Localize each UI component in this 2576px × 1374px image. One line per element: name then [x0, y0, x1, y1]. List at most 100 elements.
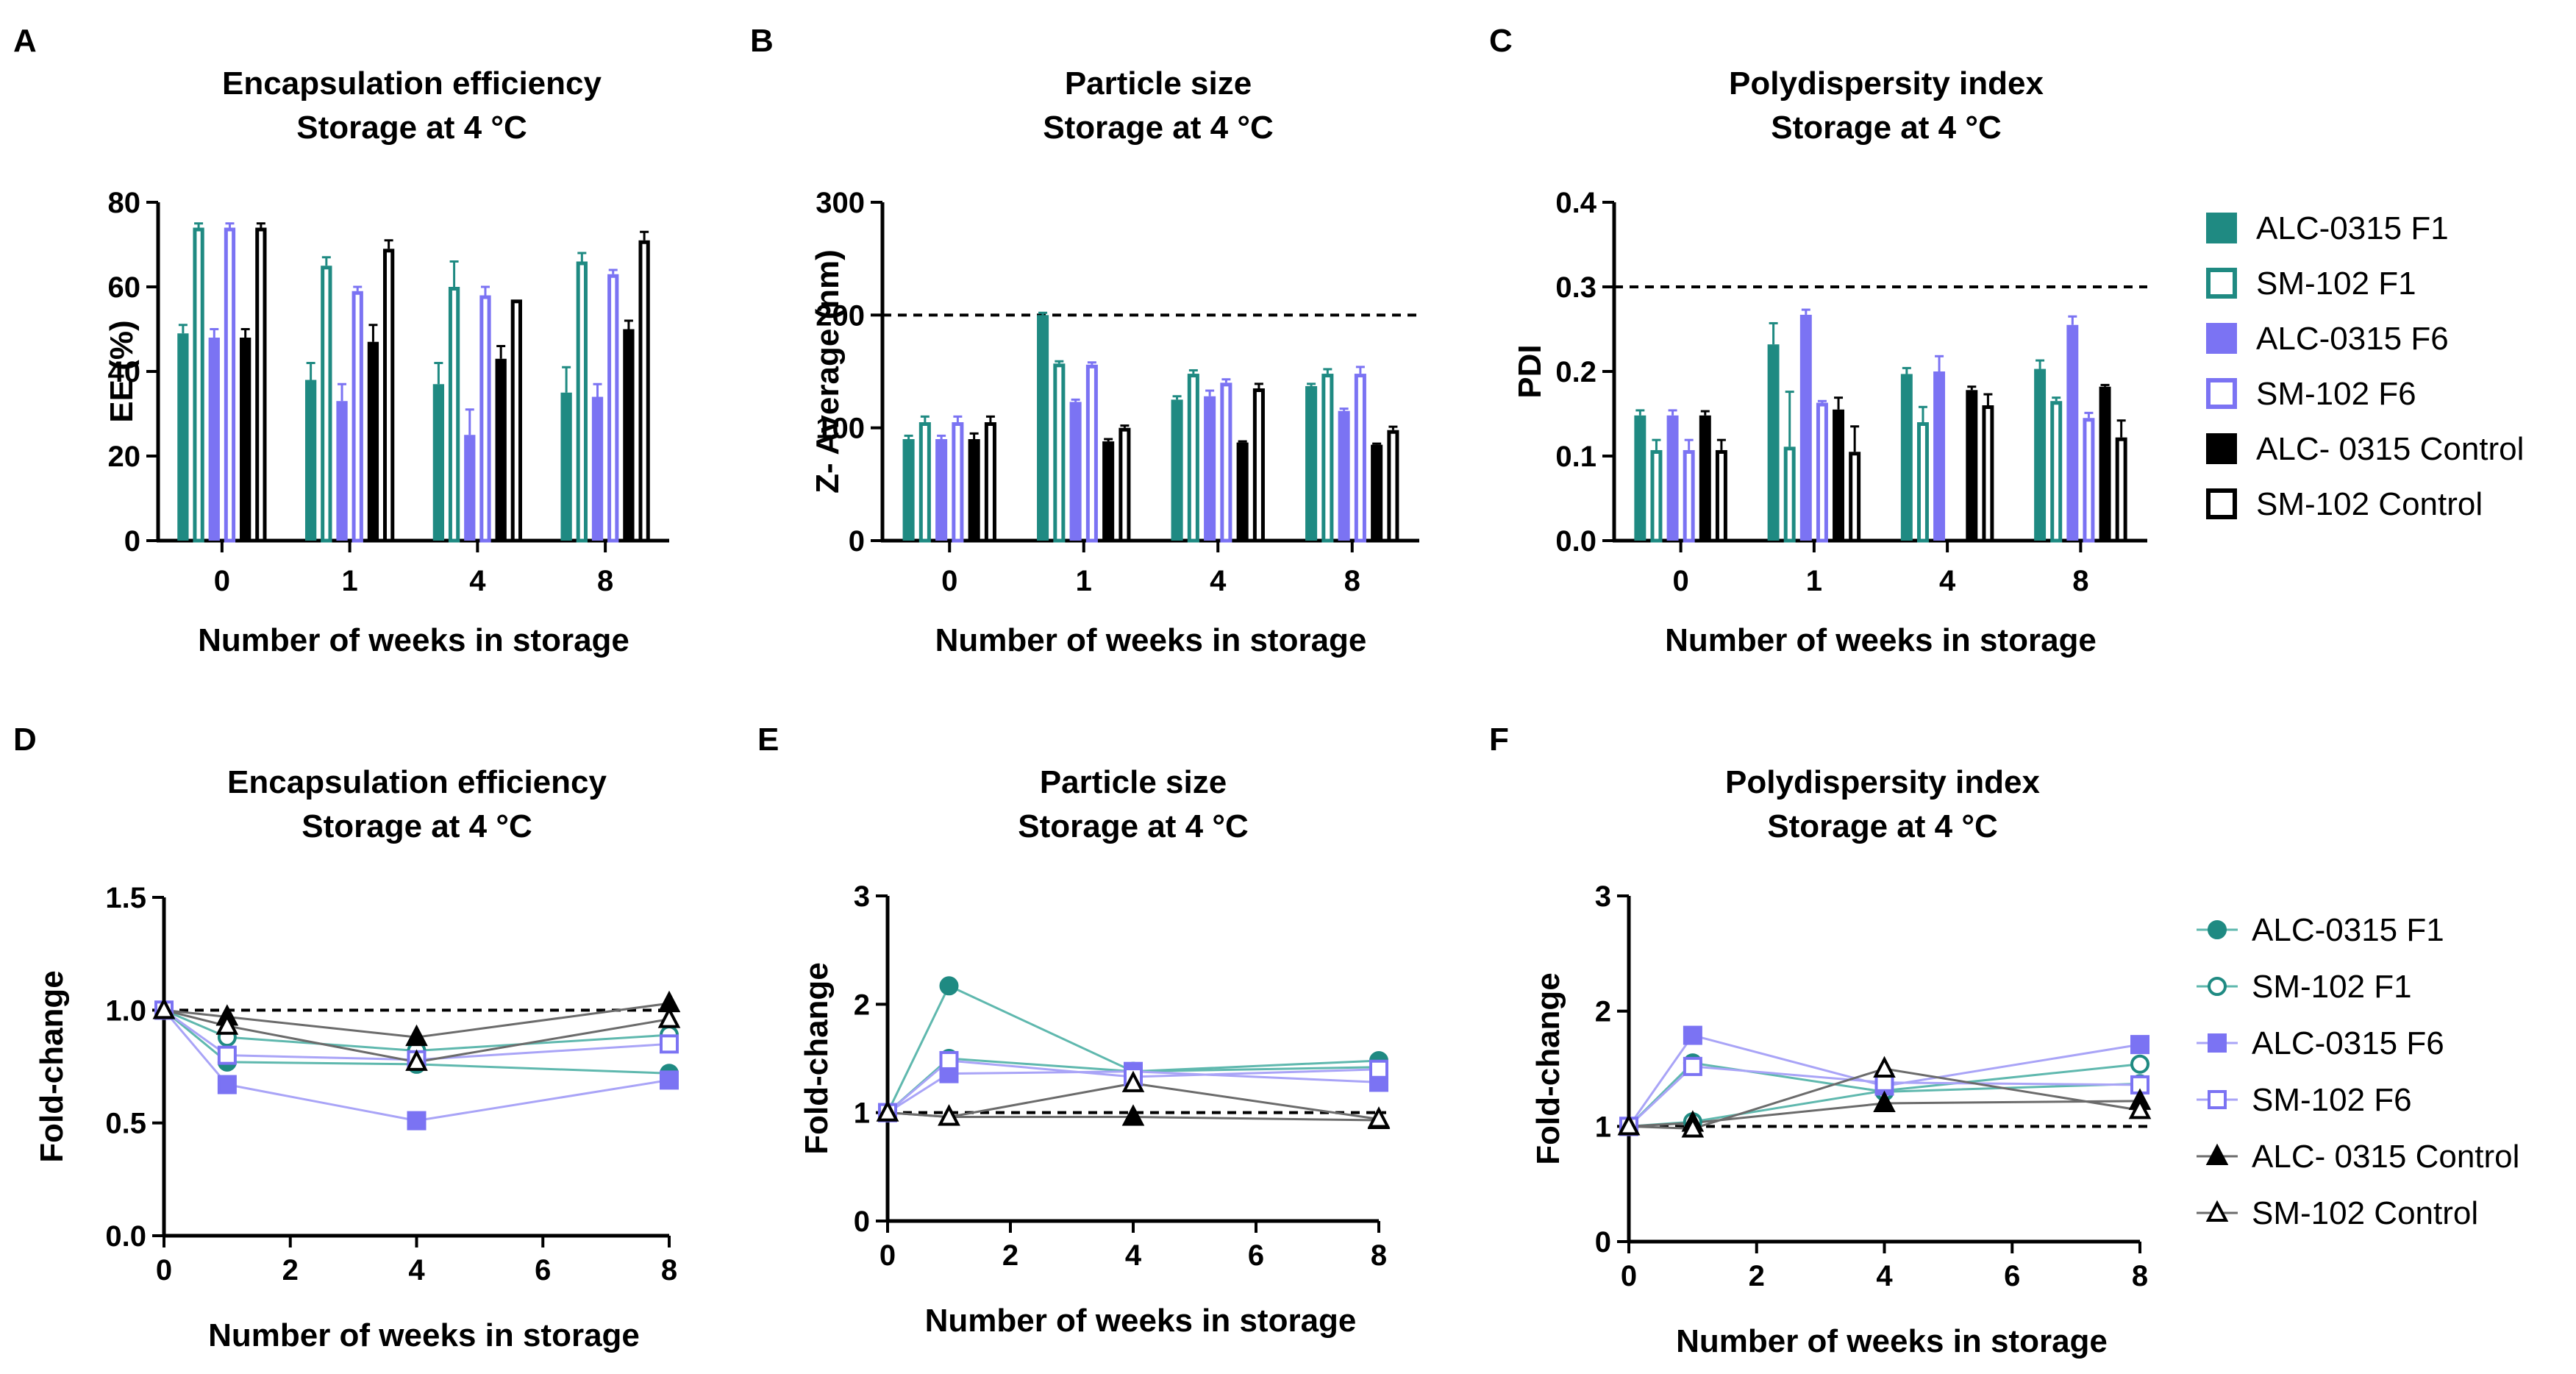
chart-title-b: Particle size	[1065, 65, 1252, 102]
x-tick-label-c: 1	[1806, 565, 1822, 597]
bar-a	[591, 396, 604, 541]
bar-a	[352, 291, 363, 543]
chart-title-c: Polydispersity index	[1729, 65, 2044, 102]
data-point-d	[405, 1049, 428, 1071]
x-tick-label-a: 1	[342, 565, 358, 597]
bar-a	[255, 227, 267, 543]
series-line-d	[163, 1009, 670, 1075]
bar-a	[479, 295, 491, 543]
legend-label: ALC- 0315 Control	[2256, 431, 2524, 467]
bar-a	[607, 274, 619, 543]
legend-label: ALC- 0315 Control	[2252, 1139, 2519, 1175]
data-point-d	[660, 1070, 679, 1090]
x-axis-label-c: Number of weeks in storage	[1665, 622, 2097, 658]
bar-c	[1916, 422, 1929, 543]
bar-c	[2066, 324, 2079, 541]
data-point-d	[217, 1045, 237, 1065]
bar-b	[952, 422, 964, 543]
y-tick-label-a: 60	[108, 271, 141, 304]
panel-c: Polydispersity index Storage at 4 °C 0.0 0.…	[1512, 65, 2147, 658]
legend-label: SM-102 F6	[2256, 376, 2416, 412]
bar-a	[367, 341, 379, 541]
legend-label: SM-102 F1	[2256, 266, 2416, 302]
legend-label: SM-102 Control	[2256, 486, 2483, 522]
legend-swatch	[2206, 488, 2237, 519]
y-tick-label-a: 20	[108, 441, 141, 473]
series-line-e	[887, 1082, 1380, 1120]
data-point-f	[2130, 1035, 2149, 1055]
bar-b	[968, 439, 980, 541]
bar-b	[1204, 396, 1216, 541]
series-line-d	[163, 1009, 670, 1061]
bar-c	[1699, 415, 1711, 541]
y-axis-label-b: Z- Average (nm)	[810, 249, 846, 494]
panel-d: Encapsulation efficiency Storage at 4 °C 0…	[34, 764, 681, 1353]
x-tick-label-f: 2	[1749, 1260, 1765, 1292]
bar-c	[1715, 449, 1727, 543]
y-tick-label-f: 2	[1595, 996, 1611, 1028]
data-point-d	[217, 1075, 237, 1094]
x-tick-label-d: 8	[661, 1254, 677, 1286]
y-tick-label-d: 0.0	[105, 1220, 146, 1253]
bar-b	[902, 439, 915, 541]
chart-panels: Encapsulation efficiency Storage at 4 °C 0…	[34, 65, 2152, 1359]
bar-a	[224, 227, 236, 543]
series-line-d	[163, 1002, 670, 1039]
data-point-d	[215, 1013, 239, 1035]
series-line-f	[1628, 1100, 2141, 1128]
bar-b	[1371, 444, 1383, 541]
bar-c	[1683, 449, 1695, 543]
panel-label-d: D	[13, 722, 37, 758]
series-line-e	[887, 1070, 1380, 1114]
x-tick-label-e: 2	[1002, 1239, 1018, 1272]
chart-title-e: Particle size	[1040, 764, 1227, 800]
data-point-d	[405, 1024, 428, 1047]
series-line-e	[887, 1059, 1380, 1114]
chart-subtitle-d: Storage at 4 °C	[302, 808, 532, 844]
y-tick-label-e: 0	[854, 1206, 870, 1238]
panel-label-a: A	[13, 23, 37, 59]
y-axis-label-d: Fold-change	[34, 970, 70, 1163]
bar-c	[2083, 418, 2095, 543]
series-line-d	[163, 1009, 670, 1122]
series-line-f	[1627, 1061, 2141, 1128]
chart-title-f: Polydispersity index	[1725, 764, 2040, 800]
bar-b	[1053, 363, 1066, 543]
series-line-e	[886, 984, 1380, 1114]
bar-a	[464, 435, 476, 541]
bar-a	[560, 392, 572, 541]
panel-a: Encapsulation efficiency Storage at 4 °C 0…	[104, 65, 669, 658]
y-tick-label-c: 0.3	[1555, 271, 1596, 304]
chart-subtitle-c: Storage at 4 °C	[1771, 110, 2001, 146]
x-tick-label-b: 4	[1210, 565, 1227, 597]
bar-c	[2099, 386, 2111, 541]
bar-a	[304, 380, 317, 541]
chart-title-d: Encapsulation efficiency	[227, 764, 607, 800]
y-tick-label-c: 0.2	[1555, 356, 1596, 388]
x-tick-label-a: 0	[214, 565, 230, 597]
data-point-f	[1683, 1056, 1702, 1076]
x-axis-label-d: Number of weeks in storage	[208, 1317, 640, 1353]
x-tick-label-d: 2	[282, 1254, 299, 1286]
bar-b	[918, 422, 931, 543]
bar-a	[382, 249, 395, 543]
panel-label-b: B	[750, 23, 774, 59]
legend-marker	[2208, 1090, 2227, 1109]
x-axis-label-b: Number of weeks in storage	[935, 622, 1367, 658]
bar-a	[177, 333, 189, 541]
y-tick-label-e: 3	[854, 880, 870, 913]
data-point-d	[407, 1111, 427, 1131]
data-point-e	[1121, 1070, 1145, 1092]
legend-bar-charts: ALC-0315 F1 SM-102 F1 ALC-0315 F6 SM-102 F6…	[2206, 210, 2524, 522]
bar-a	[240, 338, 251, 541]
bar-b	[1102, 441, 1115, 541]
legend-marker	[2208, 977, 2227, 996]
bar-b	[1387, 430, 1399, 543]
x-axis-label-e: Number of weeks in storage	[925, 1303, 1357, 1339]
bar-c	[1849, 452, 1861, 543]
y-tick-label-c: 0.0	[1555, 525, 1596, 558]
y-tick-label-f: 1	[1595, 1111, 1611, 1143]
x-tick-label-e: 6	[1248, 1239, 1264, 1272]
x-axis-label-a: Number of weeks in storage	[198, 622, 629, 658]
x-tick-label-d: 4	[408, 1254, 425, 1286]
